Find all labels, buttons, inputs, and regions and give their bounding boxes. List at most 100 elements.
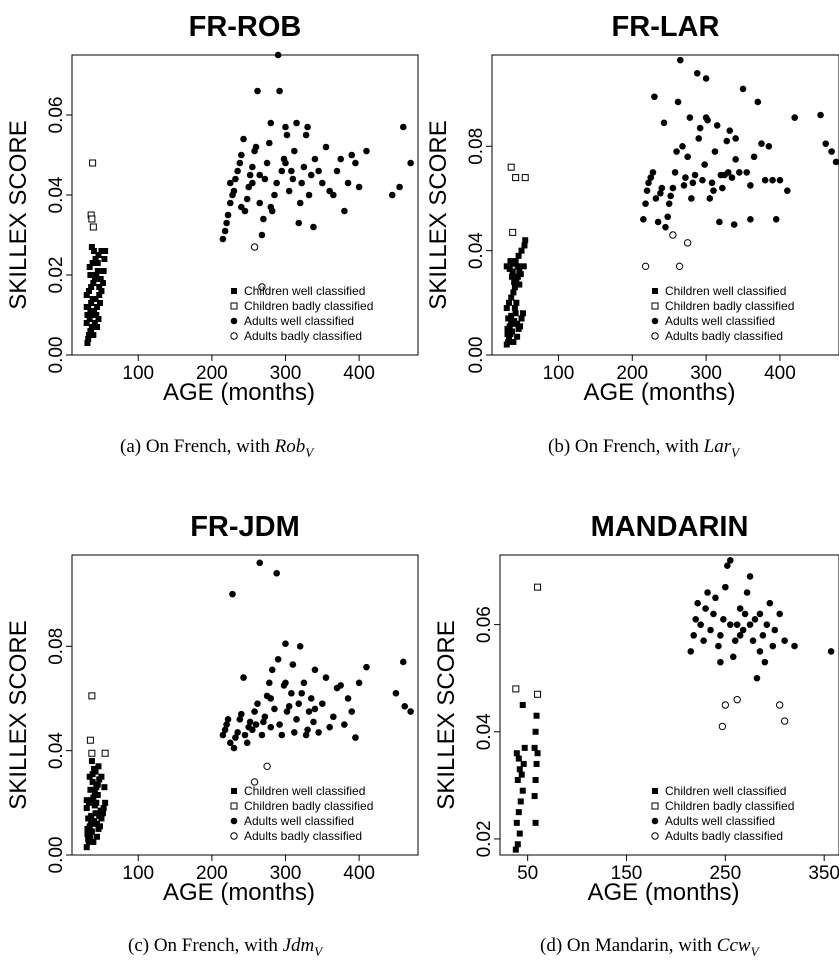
data-point: [278, 731, 286, 739]
legend-marker: [651, 332, 659, 340]
data-point: [226, 179, 234, 187]
data-point: [676, 56, 684, 64]
data-point: [95, 252, 102, 258]
data-point: [293, 119, 300, 127]
data-point: [88, 820, 95, 827]
data-point: [769, 176, 776, 184]
data-point: [88, 749, 96, 757]
data-point: [743, 169, 751, 176]
data-point: [102, 799, 109, 806]
data-point: [322, 143, 330, 151]
legend-marker: [231, 288, 237, 294]
y-axis-label: SKILLEX SCORE: [425, 120, 452, 309]
data-point: [665, 200, 673, 207]
x-axis-label: AGE (months): [163, 379, 315, 406]
data-point: [282, 640, 289, 647]
data-point: [291, 729, 298, 736]
x-tick-label: 200: [616, 363, 648, 384]
data-point: [240, 674, 247, 681]
data-point: [645, 179, 652, 187]
data-point: [88, 692, 96, 700]
data-point: [531, 744, 538, 751]
data-point: [510, 338, 517, 345]
caption-d-sub: V: [750, 943, 759, 959]
legend-marker: [230, 817, 238, 825]
data-point: [87, 308, 94, 314]
data-point: [251, 708, 258, 715]
data-point: [298, 689, 305, 697]
data-point: [100, 268, 107, 274]
data-point: [707, 626, 714, 634]
data-point: [94, 260, 101, 266]
data-point: [229, 590, 236, 598]
data-point: [518, 315, 525, 322]
data-point: [256, 171, 264, 179]
data-point: [521, 242, 528, 249]
data-point: [652, 195, 660, 202]
data-point: [249, 179, 256, 187]
data-point: [392, 689, 400, 697]
data-point: [240, 135, 247, 143]
data-point: [704, 589, 711, 596]
data-point: [267, 203, 275, 211]
y-tick-label: 0.00: [46, 337, 67, 374]
data-point: [711, 148, 719, 155]
data-point: [230, 744, 238, 752]
data-point: [708, 179, 716, 187]
data-point: [261, 713, 269, 721]
data-point: [254, 700, 261, 707]
legend-label: Adults well classified: [244, 314, 354, 328]
data-point: [512, 846, 519, 853]
data-point: [89, 312, 96, 318]
data-point: [288, 167, 295, 175]
data-point: [513, 819, 520, 826]
data-point: [743, 589, 751, 596]
data-point: [315, 167, 322, 175]
data-point: [304, 726, 311, 734]
data-point: [695, 135, 703, 142]
legend-label: Adults well classified: [665, 314, 775, 328]
data-point: [756, 610, 764, 618]
data-point: [85, 336, 92, 342]
data-point: [221, 227, 229, 235]
data-point: [514, 777, 521, 783]
data-point: [664, 213, 672, 221]
data-point: [732, 135, 739, 142]
y-tick-label: 0.04: [474, 713, 495, 750]
data-point: [238, 151, 245, 159]
series-adults-well-classified: [640, 56, 839, 231]
data-point: [780, 717, 789, 725]
data-point: [232, 175, 239, 183]
data-point: [736, 632, 744, 639]
legend-label: Children badly classified: [665, 299, 794, 313]
caption-c-sub: V: [314, 943, 323, 959]
chart-panel-fr-rob: FR-ROB 100 200 300 400 0.00 0.02 0.04 0.06 AGE (m…: [0, 0, 420, 406]
data-point: [305, 708, 313, 715]
data-point: [249, 726, 256, 734]
data-point: [282, 123, 289, 131]
data-point: [83, 844, 90, 851]
legend-marker: [231, 788, 237, 794]
data-point: [746, 621, 754, 628]
legend-marker: [651, 302, 659, 310]
data-point: [307, 171, 315, 179]
data-point: [95, 763, 102, 770]
x-axis-label: AGE (months): [587, 879, 739, 906]
series-adults-well-classified: [219, 51, 414, 243]
data-point: [278, 167, 286, 175]
data-point: [784, 187, 791, 194]
data-point: [296, 643, 304, 650]
data-point: [252, 721, 260, 728]
data-point: [503, 305, 510, 312]
data-point: [98, 773, 105, 780]
data-point: [295, 219, 303, 227]
data-point: [283, 708, 291, 715]
data-point: [246, 171, 254, 179]
data-point: [512, 258, 519, 265]
data-point: [660, 119, 668, 127]
data-point: [289, 661, 297, 668]
data-point: [732, 156, 739, 163]
data-point: [519, 787, 526, 794]
data-point: [649, 169, 657, 176]
data-point: [399, 123, 407, 131]
